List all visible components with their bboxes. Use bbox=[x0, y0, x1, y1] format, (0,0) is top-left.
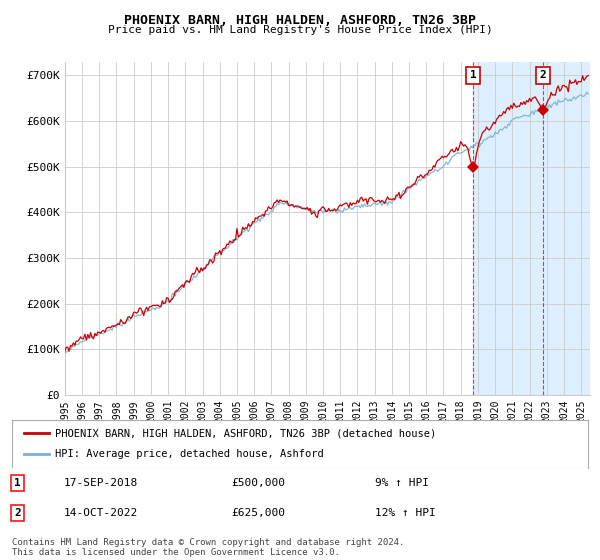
Text: 9% ↑ HPI: 9% ↑ HPI bbox=[375, 478, 429, 488]
Text: HPI: Average price, detached house, Ashford: HPI: Average price, detached house, Ashf… bbox=[55, 449, 324, 459]
Text: Contains HM Land Registry data © Crown copyright and database right 2024.
This d: Contains HM Land Registry data © Crown c… bbox=[12, 538, 404, 557]
Text: PHOENIX BARN, HIGH HALDEN, ASHFORD, TN26 3BP (detached house): PHOENIX BARN, HIGH HALDEN, ASHFORD, TN26… bbox=[55, 428, 436, 438]
Text: Price paid vs. HM Land Registry's House Price Index (HPI): Price paid vs. HM Land Registry's House … bbox=[107, 25, 493, 35]
Text: 2: 2 bbox=[540, 71, 547, 80]
Text: 1: 1 bbox=[14, 478, 21, 488]
Text: 14-OCT-2022: 14-OCT-2022 bbox=[64, 508, 138, 518]
Text: 2: 2 bbox=[14, 508, 21, 518]
Text: £625,000: £625,000 bbox=[231, 508, 285, 518]
Text: 1: 1 bbox=[470, 71, 476, 80]
Text: 12% ↑ HPI: 12% ↑ HPI bbox=[375, 508, 436, 518]
Bar bbox=[473, 62, 590, 395]
Text: £500,000: £500,000 bbox=[231, 478, 285, 488]
Text: 17-SEP-2018: 17-SEP-2018 bbox=[64, 478, 138, 488]
Text: PHOENIX BARN, HIGH HALDEN, ASHFORD, TN26 3BP: PHOENIX BARN, HIGH HALDEN, ASHFORD, TN26… bbox=[124, 14, 476, 27]
